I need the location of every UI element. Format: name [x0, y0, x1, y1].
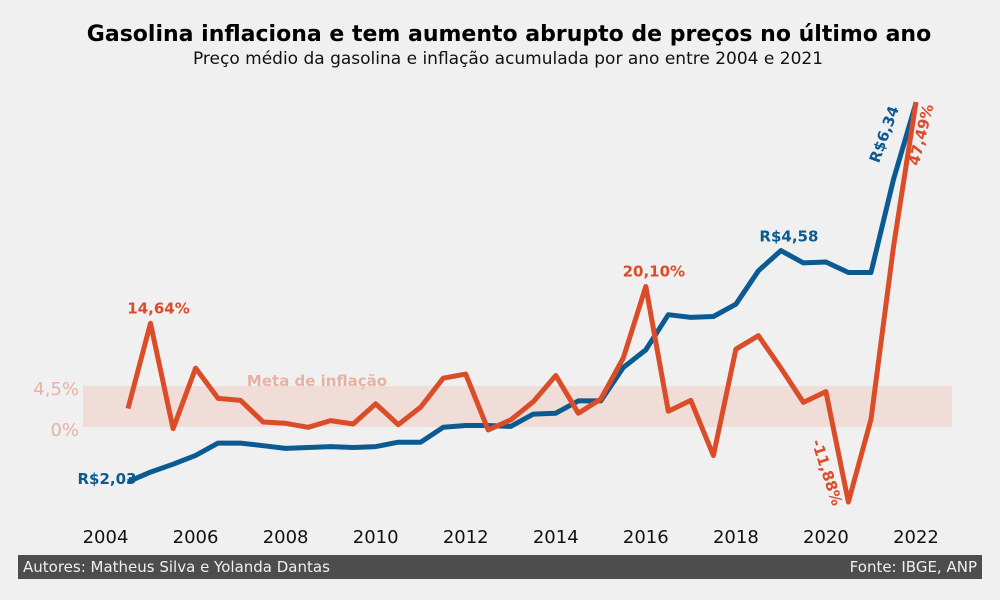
- gasoline-line: [127, 102, 919, 485]
- x-tick-label: 2014: [533, 527, 579, 548]
- y-tick-label: 4,5%: [33, 379, 79, 400]
- chart-title: Gasolina inflaciona e tem aumento abrupt…: [86, 22, 932, 47]
- gasoline-data-label: R$4,58: [759, 228, 818, 246]
- x-tick-label: 2004: [83, 527, 129, 548]
- x-tick-label: 2020: [803, 527, 849, 548]
- chart-subtitle: Preço médio da gasolina e inflação acumu…: [192, 49, 824, 69]
- x-tick-label: 2008: [263, 527, 309, 548]
- y-tick-labels: 4,5% 0%: [33, 379, 79, 441]
- x-tick-label: 2022: [893, 527, 939, 548]
- x-tick-label: 2012: [443, 527, 489, 548]
- gasoline-data-label: R$6,34: [866, 103, 903, 165]
- inflation-data-label: 14,64%: [127, 299, 189, 317]
- footer-source: Fonte: IBGE, ANP: [849, 558, 977, 576]
- inflation-target-label: Meta de inflação: [247, 372, 387, 390]
- series-lines: [125, 101, 919, 505]
- x-tick-label: 2010: [353, 527, 399, 548]
- x-tick-label: 2016: [623, 527, 669, 548]
- x-tick-labels: 2004 2006 2008 2010 2012 2014 2016 2018 2020 2022: [83, 527, 939, 548]
- inflation-line: [125, 101, 919, 505]
- inflation-data-label: 20,10%: [623, 263, 685, 281]
- x-tick-label: 2018: [713, 527, 759, 548]
- footer-authors: Autores: Matheus Silva e Yolanda Dantas: [23, 558, 330, 576]
- footer-bar: Autores: Matheus Silva e Yolanda Dantas …: [18, 555, 982, 579]
- y-tick-label: 0%: [50, 420, 79, 441]
- gasoline-data-label: R$2,03: [78, 470, 137, 488]
- x-tick-label: 2006: [173, 527, 219, 548]
